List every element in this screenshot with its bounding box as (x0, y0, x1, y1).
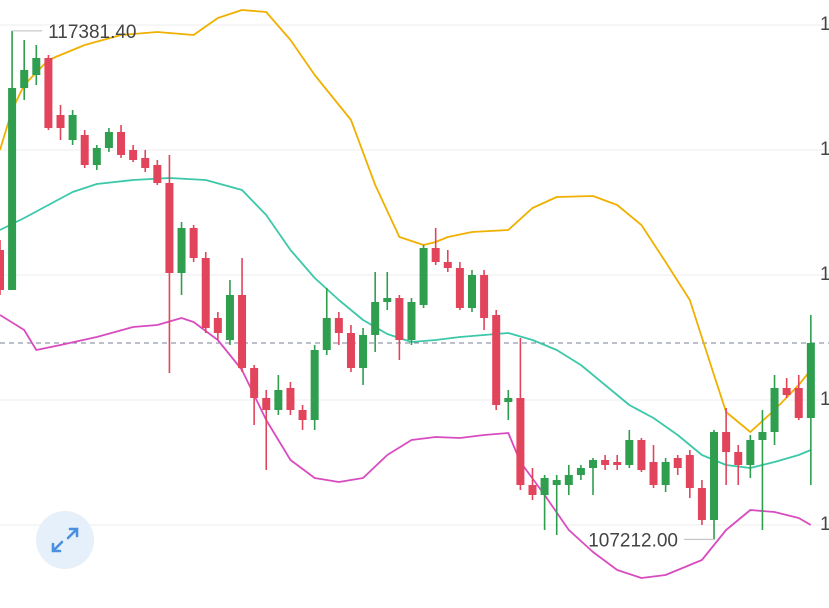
expand-button-bg[interactable] (36, 511, 94, 569)
candle-body (758, 432, 767, 440)
candle-body (564, 475, 573, 485)
candle-body (238, 295, 247, 368)
candle-body (419, 248, 428, 305)
y-tick-label: 107500 (820, 514, 829, 535)
candle-body (117, 132, 126, 155)
expand-arrow (66, 527, 79, 540)
candle-body (395, 298, 404, 340)
candle-body (431, 248, 440, 262)
candle-body (794, 388, 803, 418)
candle-body (334, 318, 343, 333)
candle-body (613, 462, 622, 465)
candle-layer (0, 30, 815, 540)
candle-body (165, 183, 174, 273)
candle-body (722, 432, 731, 452)
candle-body (129, 150, 138, 160)
candle-body (649, 462, 658, 485)
candle-body (480, 275, 489, 318)
y-tick-label: 112500 (820, 264, 829, 285)
candle-body (201, 258, 210, 328)
y-tick-label: 115000 (820, 139, 829, 160)
y-tick-label: 110000 (820, 389, 829, 410)
band-line (0, 314, 812, 579)
candle-body (359, 335, 368, 368)
candle-body (455, 268, 464, 308)
candle-body (225, 295, 234, 340)
candle-body (528, 485, 537, 495)
candle-body (782, 388, 791, 395)
candle-body (710, 432, 719, 520)
candle-body (637, 440, 646, 470)
candle-body (589, 460, 598, 468)
candle-body (492, 315, 501, 405)
candle-body (286, 388, 295, 410)
candle-body (80, 135, 89, 165)
candle-body (153, 165, 162, 183)
candle-body (504, 398, 513, 402)
candle-body (346, 333, 355, 368)
candle-body (56, 115, 65, 128)
expand-arrow (51, 540, 64, 553)
band-line (0, 177, 812, 469)
y-tick-label: 117500 (820, 14, 829, 35)
candle-body (540, 478, 549, 495)
candle-body (310, 350, 319, 420)
candle-body (625, 440, 634, 465)
candle-body (552, 480, 561, 485)
band-line (0, 9, 812, 433)
expand-button[interactable] (36, 511, 94, 569)
candle-body (189, 228, 198, 258)
candle-body (770, 388, 779, 432)
candle-body (371, 302, 380, 335)
candle-body (92, 148, 101, 165)
candle-body (274, 390, 283, 410)
candle-body (697, 488, 706, 520)
candle-body (746, 440, 755, 465)
candle-body (407, 302, 416, 340)
candle-body (661, 462, 670, 485)
candle-body (298, 410, 307, 420)
candle-body (673, 458, 682, 468)
candle-body (213, 318, 222, 333)
candle-body (44, 58, 53, 128)
candle-body (601, 460, 610, 465)
grid-layer (0, 24, 829, 526)
candle-body (0, 250, 4, 290)
candle-body (262, 398, 271, 410)
candle-body (516, 398, 525, 485)
candle-body (806, 343, 815, 418)
candle-body (250, 368, 259, 398)
candle-body (576, 468, 585, 475)
candle-body (177, 228, 186, 273)
candle-body (443, 262, 452, 268)
candle-body (8, 88, 17, 290)
candle-body (20, 70, 29, 88)
candle-body (322, 318, 331, 350)
candle-body (734, 452, 743, 465)
candle-body (141, 158, 150, 168)
annotation-label: 117381.40 (48, 22, 136, 43)
candle-body (68, 115, 77, 140)
candle-body (104, 132, 113, 148)
candle-body (685, 455, 694, 488)
expand-icon[interactable] (51, 527, 79, 553)
candle-body (383, 298, 392, 302)
annotation-label: 107212.00 (588, 530, 678, 551)
band-layer (0, 9, 812, 579)
candle-body (467, 275, 476, 308)
candle-body (32, 58, 41, 75)
label-layer: 107500 110000 112500 115000 117500 117381.40 1… (12, 14, 829, 551)
